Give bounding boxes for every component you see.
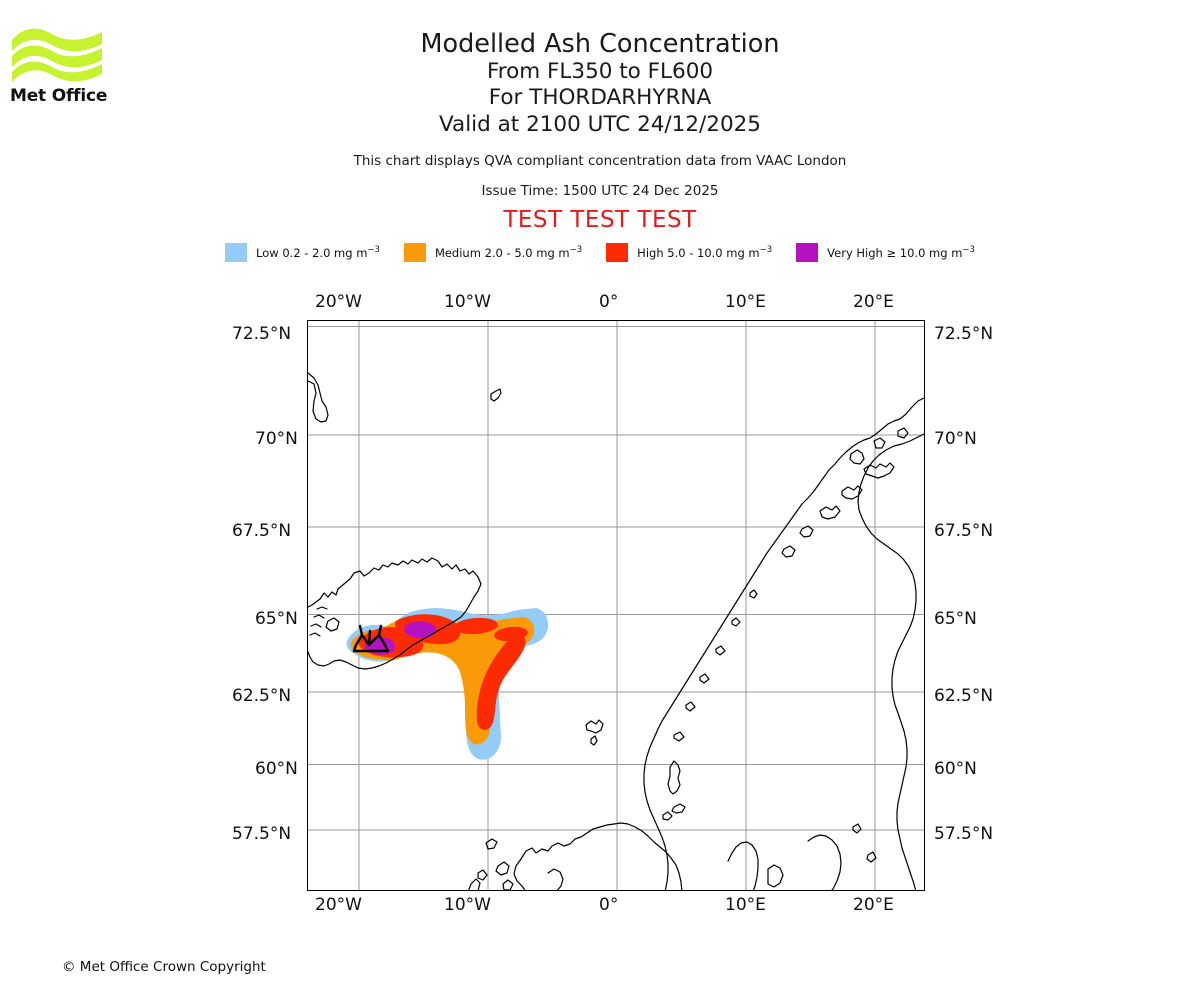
legend-swatch-very-high	[796, 243, 819, 262]
lon-label-bottom-0: 0°	[599, 895, 619, 915]
legend-swatch-medium	[403, 243, 426, 262]
coastline-sweden-border	[857, 433, 924, 890]
lat-label-right-57-5n: 57.5°N	[934, 824, 994, 844]
lon-label-top-20e: 20°E	[853, 292, 894, 312]
lat-label-left-62-5n: 62.5°N	[232, 686, 292, 706]
legend-item-medium: Medium 2.0 - 5.0 mg m−3	[403, 243, 583, 262]
legend-swatch-low	[225, 243, 248, 262]
valid-time-subtitle: Valid at 2100 UTC 24/12/2025	[438, 112, 761, 138]
coastline-lofoten	[781, 427, 909, 558]
coastline-great-britain	[477, 822, 683, 890]
map-frame	[307, 320, 925, 891]
legend-label-medium: Medium 2.0 - 5.0 mg m−3	[434, 245, 583, 260]
lon-label-bottom-10e: 10°E	[725, 895, 766, 915]
volcano-eruption-icon	[352, 624, 390, 653]
lat-label-left-70n: 70°N	[255, 429, 298, 449]
lon-label-top-10w: 10°W	[444, 292, 491, 312]
ash-plume-contours	[346, 608, 549, 760]
contour-high-tail	[476, 634, 526, 731]
issue-time: Issue Time: 1500 UTC 24 Dec 2025	[481, 183, 719, 200]
coastline-norway	[643, 397, 924, 890]
ash-concentration-map[interactable]	[307, 320, 925, 891]
concentration-legend: Low 0.2 - 2.0 mg m−3 Medium 2.0 - 5.0 mg…	[0, 243, 1200, 262]
met-office-waves-icon	[12, 28, 102, 82]
coastline-sweden-south	[807, 834, 842, 890]
coastline-greenland	[308, 372, 329, 423]
flight-level-subtitle: From FL350 to FL600	[486, 58, 714, 84]
met-office-logo: Met Office	[10, 22, 130, 106]
lat-label-left-65n: 65°N	[255, 609, 298, 629]
lon-label-bottom-20w: 20°W	[315, 895, 362, 915]
chart-header: Modelled Ash Concentration From FL350 to…	[0, 0, 1200, 233]
lon-label-bottom-10w: 10°W	[444, 895, 491, 915]
page-title: Modelled Ash Concentration	[420, 29, 780, 59]
lat-label-right-65n: 65°N	[934, 609, 977, 629]
legend-label-low: Low 0.2 - 2.0 mg m−3	[256, 245, 380, 260]
contour-high-blob-3	[454, 617, 498, 635]
lat-label-right-72-5n: 72.5°N	[934, 324, 994, 344]
map-canvas	[308, 321, 924, 890]
coastline-orkney	[662, 803, 686, 821]
legend-item-low: Low 0.2 - 2.0 mg m−3	[225, 243, 380, 262]
legend-label-high: High 5.0 - 10.0 mg m−3	[637, 245, 773, 260]
lon-label-top-10e: 10°E	[725, 292, 766, 312]
coastline-denmark	[727, 841, 784, 890]
coastline-iceland	[308, 557, 482, 670]
coastlines	[308, 372, 924, 890]
coastline-jan-mayen	[490, 388, 502, 402]
lon-label-top-20w: 20°W	[315, 292, 362, 312]
lat-label-right-67-5n: 67.5°N	[934, 521, 994, 541]
test-banner: TEST TEST TEST	[503, 207, 697, 234]
lon-label-top-0: 0°	[599, 292, 619, 312]
coastline-shetland	[667, 760, 681, 795]
coastline-baltic-islands	[852, 823, 877, 863]
lat-label-right-62-5n: 62.5°N	[934, 686, 994, 706]
coastline-faroe	[585, 719, 604, 746]
legend-label-very-high: Very High ≥ 10.0 mg m−3	[827, 245, 975, 260]
lat-label-left-72-5n: 72.5°N	[232, 324, 292, 344]
lon-label-bottom-20e: 20°E	[853, 895, 894, 915]
qva-note: This chart displays QVA compliant concen…	[353, 153, 847, 170]
lat-label-right-70n: 70°N	[934, 429, 977, 449]
graticule	[308, 321, 924, 890]
copyright-footer: © Met Office Crown Copyright	[62, 959, 266, 975]
logo-text: Met Office	[10, 86, 108, 106]
contour-very-high-2	[404, 621, 436, 639]
coastline-iceland-west-fjords	[325, 617, 340, 632]
legend-item-high: High 5.0 - 10.0 mg m−3	[606, 243, 772, 262]
legend-swatch-high	[606, 243, 629, 262]
coastline-norway-islands	[673, 589, 758, 742]
lat-label-right-60n: 60°N	[934, 759, 977, 779]
volcano-subtitle: For THORDARHYRNA	[488, 85, 712, 111]
lat-label-left-67-5n: 67.5°N	[232, 521, 292, 541]
coastline-iceland-nw-peninsula	[308, 598, 328, 637]
lat-label-left-60n: 60°N	[255, 759, 298, 779]
lat-label-left-57-5n: 57.5°N	[232, 824, 292, 844]
legend-item-very-high: Very High ≥ 10.0 mg m−3	[796, 243, 975, 262]
coastline-ireland	[468, 878, 481, 890]
